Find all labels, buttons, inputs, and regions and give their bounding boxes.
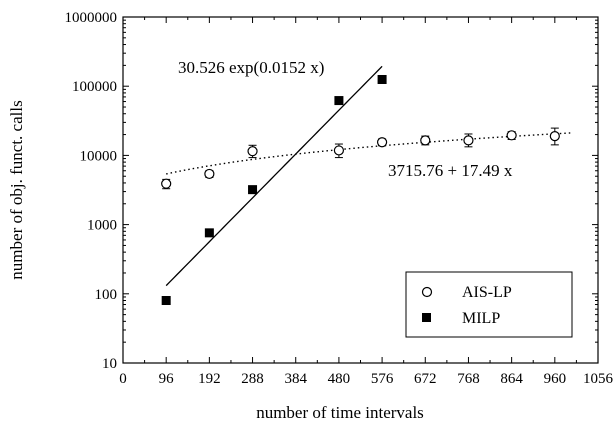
x-tick-label: 768 <box>457 371 480 387</box>
x-tick-label: 576 <box>371 371 394 387</box>
data-point-milp <box>161 296 171 306</box>
fit-label-ais-lp: 3715.76 + 17.49 x <box>388 161 513 180</box>
data-point-ais-lp <box>420 135 431 146</box>
legend: AIS-LP MILP <box>405 271 573 338</box>
axis-titles: number of time intervals number of obj. … <box>7 100 424 422</box>
data-point-ais-lp <box>376 137 388 148</box>
data-point-milp <box>377 74 387 84</box>
data-point-ais-lp <box>549 131 560 142</box>
data-point-ais-lp <box>333 145 345 156</box>
fit-line-milp <box>165 65 383 287</box>
fit-lines <box>165 65 573 287</box>
data-point-ais-lp <box>161 178 172 189</box>
x-tick-label: 960 <box>544 371 567 387</box>
fit-line-ais-lp <box>166 132 573 175</box>
x-tick-label: 1056 <box>583 371 614 387</box>
data-point-ais-lp <box>247 146 258 157</box>
x-tick-label: 96 <box>159 371 175 387</box>
legend-box <box>405 271 573 338</box>
x-tick-label: 0 <box>119 371 127 387</box>
y-tick-label: 10000 <box>80 148 118 164</box>
fit-annotations: 30.526 exp(0.0152 x) 3715.76 + 17.49 x <box>178 58 513 180</box>
legend-marker-milp <box>422 313 431 322</box>
x-tick-label: 864 <box>500 371 523 387</box>
axis-ticks: 0 96 192 288 384 480 576 672 768 864 960 1056 10 100 1… <box>65 10 614 387</box>
data-point-milp <box>334 96 344 106</box>
y-tick-label: 1000 <box>87 218 117 234</box>
data-point-milp <box>248 185 258 195</box>
legend-label-milp: MILP <box>462 310 500 327</box>
x-tick-label: 192 <box>198 371 221 387</box>
data-point-ais-lp <box>506 130 517 141</box>
x-tick-label: 288 <box>241 371 264 387</box>
x-tick-label: 672 <box>414 371 437 387</box>
y-tick-label: 10 <box>102 356 117 372</box>
y-axis-title: number of obj. funct. calls <box>7 100 26 279</box>
data-points <box>161 74 560 306</box>
data-point-ais-lp <box>463 135 474 146</box>
legend-marker-ais-lp <box>421 286 433 298</box>
fit-label-milp: 30.526 exp(0.0152 x) <box>178 58 324 77</box>
data-point-milp <box>204 228 214 238</box>
y-tick-label: 100000 <box>72 79 117 95</box>
data-point-ais-lp <box>204 168 215 180</box>
legend-label-ais-lp: AIS-LP <box>462 284 512 301</box>
x-tick-label: 480 <box>328 371 351 387</box>
x-tick-label: 384 <box>284 371 307 387</box>
y-tick-label: 100 <box>95 287 118 303</box>
x-axis-title: number of time intervals <box>256 403 424 422</box>
y-tick-label: 1000000 <box>65 10 118 26</box>
